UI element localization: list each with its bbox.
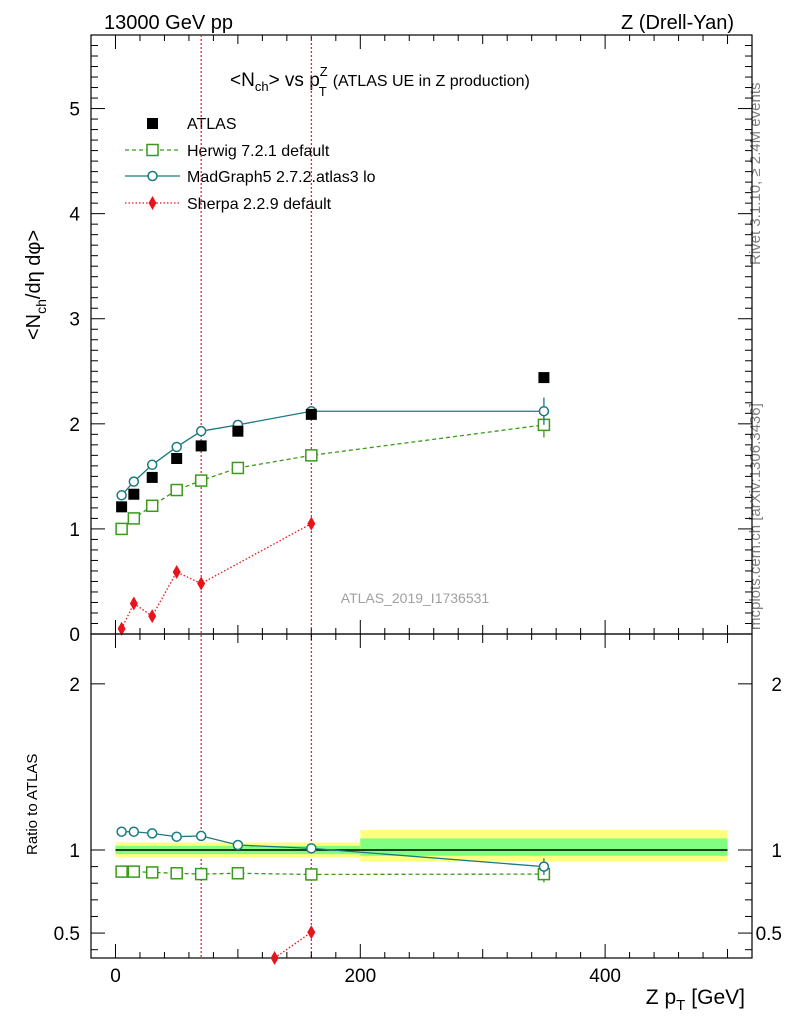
legend-marker-herwig xyxy=(146,143,159,157)
legend-label-atlas: ATLAS xyxy=(187,116,237,133)
mcplots-label: mcplots.cern.ch [arXiv:1306.3436] xyxy=(747,403,764,630)
ratio-herwig-point xyxy=(305,868,318,881)
y-tick-label: 1 xyxy=(69,841,80,862)
x-tick-label: 200 xyxy=(344,966,376,987)
ratio-herwig-point xyxy=(170,867,183,880)
herwig-point xyxy=(305,449,318,462)
ratio-herwig-point xyxy=(145,866,159,879)
atlas-point xyxy=(116,501,128,513)
sherpa-point xyxy=(129,596,138,611)
legend-label-sherpa: Sherpa 2.2.9 default xyxy=(187,196,332,213)
y-tick-label: 4 xyxy=(69,205,80,226)
ratio-madgraph-point xyxy=(128,826,140,837)
rivet-label: Rivet 3.1.10, ≥ 2.4M events xyxy=(747,83,764,266)
ratio-madgraph-point xyxy=(116,826,127,837)
y-tick-label: 1 xyxy=(69,520,80,541)
herwig-point xyxy=(170,483,183,497)
legend: ATLAS Herwig 7.2.1 default MadGraph5 2.7… xyxy=(125,116,376,213)
lower-frame xyxy=(90,633,753,959)
y-tick-label-right: 0.5 xyxy=(756,924,782,945)
atlas-point xyxy=(538,372,550,384)
ratio-madgraph-point xyxy=(232,839,244,851)
x-axis-label: Z pT [GeV] xyxy=(646,986,745,1014)
upper-y-axis-label: <Nch/dη dφ> xyxy=(23,230,49,340)
x-tick-label: 400 xyxy=(589,966,621,987)
sherpa-point xyxy=(307,516,316,531)
ratio-sherpa-line xyxy=(274,931,312,959)
ratio-herwig-point xyxy=(194,867,208,881)
ratio-herwig-point xyxy=(127,865,141,878)
ratio-sherpa-point xyxy=(270,951,279,965)
ratio-madgraph-point xyxy=(306,843,317,854)
sherpa-point xyxy=(148,609,157,624)
legend-marker-atlas xyxy=(147,118,158,129)
y-tick-label: 5 xyxy=(69,100,80,121)
header-right: Z (Drell-Yan) xyxy=(621,12,734,34)
herwig-point xyxy=(145,499,159,513)
ratio-herwig-point xyxy=(231,867,245,880)
y-tick-label: 3 xyxy=(69,310,80,331)
ratio-madgraph-point xyxy=(171,831,182,842)
main-title: <Nch> vs pZ T(ATLAS UE in Z production) xyxy=(230,64,530,99)
atlas-point xyxy=(232,425,244,437)
ratio-madgraph-point xyxy=(146,828,158,839)
ratio-herwig-point xyxy=(115,865,128,878)
analysis-watermark: ATLAS_2019_I1736531 xyxy=(341,590,490,606)
ratio-herwig-line xyxy=(121,870,544,876)
x-tick-label: 0 xyxy=(110,966,121,987)
madgraph-point xyxy=(538,405,550,417)
sherpa-point xyxy=(172,564,181,579)
herwig-line xyxy=(121,424,544,530)
madgraph-line xyxy=(121,410,544,496)
atlas-point xyxy=(128,488,140,500)
y-tick-label-right: 1 xyxy=(771,841,782,862)
y-tick-label: 2 xyxy=(69,415,80,436)
upper-plot-area: 0 1 2 3 4 5 xyxy=(69,34,753,958)
herwig-point xyxy=(115,522,128,536)
legend-marker-sherpa xyxy=(148,196,157,210)
y-tick-label: 0 xyxy=(69,625,80,646)
madgraph-point xyxy=(116,490,127,501)
y-tick-label-right: 2 xyxy=(771,675,782,696)
madgraph-point xyxy=(146,459,158,471)
atlas-point xyxy=(171,453,183,465)
ratio-y-axis-label: Ratio to ATLAS xyxy=(24,754,41,855)
madgraph-point xyxy=(171,441,182,453)
ratio-madgraph-point xyxy=(195,830,207,842)
madgraph-point xyxy=(195,425,207,437)
y-tick-label: 0.5 xyxy=(54,924,80,945)
atlas-point xyxy=(195,440,207,452)
ratio-plot-area: 0 200 400 0.5 0.5 1 1 2 2 xyxy=(54,633,782,987)
uncertainty-band-inner-1 xyxy=(360,838,728,856)
madgraph-point xyxy=(128,476,140,487)
ratio-madgraph-point xyxy=(538,861,550,872)
sherpa-point xyxy=(117,621,126,636)
legend-label-herwig: Herwig 7.2.1 default xyxy=(187,143,330,160)
herwig-point xyxy=(231,461,245,475)
ratio-sherpa-point xyxy=(307,925,316,940)
sherpa-point xyxy=(197,576,206,591)
herwig-point xyxy=(127,512,141,525)
legend-marker-madgraph xyxy=(147,170,158,182)
y-tick-label: 2 xyxy=(69,675,80,696)
atlas-point xyxy=(305,408,317,420)
herwig-point xyxy=(194,474,208,487)
header-left: 13000 GeV pp xyxy=(104,12,233,34)
atlas-point xyxy=(146,471,158,483)
legend-label-madgraph: MadGraph5 2.7.2.atlas3 lo xyxy=(187,169,376,186)
